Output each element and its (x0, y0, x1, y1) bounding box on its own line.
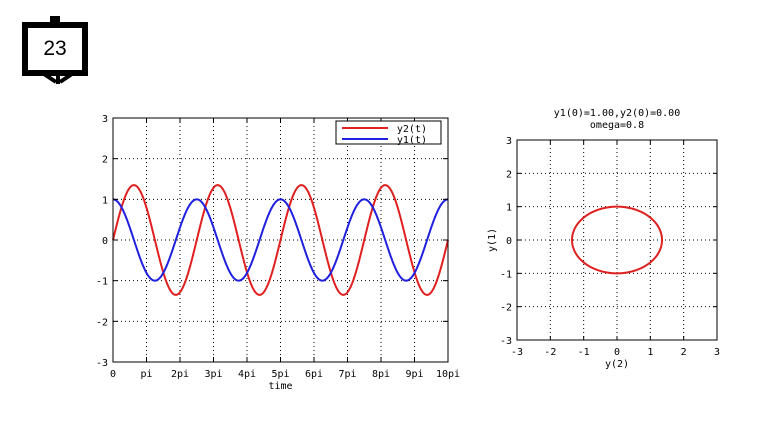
chart-subtitle: omega=0.8 (590, 120, 644, 131)
grid-lines (113, 118, 448, 362)
series-line-0 (112, 184, 449, 296)
x-tick-label: pi (140, 369, 152, 380)
x-tick-labels: -3 -2 -1 0 1 2 3 (511, 347, 720, 358)
x-tick-label: 0 (614, 347, 620, 358)
x-tick-label: 4pi (238, 369, 256, 380)
x-tick-label: -1 (578, 347, 590, 358)
chart-title: y1(0)=1.00,y2(0)=0.00 (554, 108, 680, 119)
y-tick-label: 2 (102, 155, 108, 166)
y-tick-label: 0 (102, 236, 108, 247)
y-tick-label: -1 (500, 269, 512, 280)
tick-marks (516, 139, 718, 341)
x-tick-label: 1 (647, 347, 653, 358)
x-tick-label: 2pi (171, 369, 189, 380)
x-tick-label: 2 (681, 347, 687, 358)
x-tick-label: 9pi (405, 369, 423, 380)
series-lines (112, 184, 449, 296)
y-tick-label: -2 (96, 317, 108, 328)
slide-number-badge: 23 (22, 16, 94, 88)
y-tick-label: 3 (506, 136, 512, 147)
x-tick-labels: 0 pi 2pi 3pi 4pi 5pi 6pi 7pi 8pi 9pi 10pi (110, 369, 460, 380)
x-tick-label: 0 (110, 369, 116, 380)
y-tick-label: 0 (506, 236, 512, 247)
y-tick-label: 1 (506, 203, 512, 214)
x-axis-label: time (268, 381, 292, 392)
x-tick-label: 6pi (305, 369, 323, 380)
y-tick-labels: 3 2 1 0 -1 -2 -3 (96, 114, 108, 369)
legend: y2(t) y1(t) (335, 120, 442, 146)
y-tick-labels: 3 2 1 0 -1 -2 -3 (500, 136, 512, 347)
x-tick-label: -2 (544, 347, 556, 358)
easel-top (50, 16, 60, 22)
legend-label-y2: y2(t) (397, 124, 427, 135)
legend-label-y1: y1(t) (397, 135, 427, 146)
grid-lines (517, 140, 717, 340)
series-lines (570, 205, 664, 275)
x-tick-label: 8pi (372, 369, 390, 380)
x-axis-label: y(2) (605, 359, 629, 370)
y-tick-label: -2 (500, 303, 512, 314)
y-tick-label: 1 (102, 195, 108, 206)
slide-number: 23 (43, 37, 67, 60)
x-tick-label: 10pi (436, 369, 460, 380)
x-tick-label: 7pi (338, 369, 356, 380)
y-tick-label: -3 (96, 358, 108, 369)
y-tick-label: -3 (500, 336, 512, 347)
y-tick-label: -1 (96, 277, 108, 288)
easel-board (22, 22, 88, 76)
y-tick-label: 3 (102, 114, 108, 125)
easel-legs-icon (42, 72, 74, 84)
x-tick-label: 5pi (271, 369, 289, 380)
series-line-1 (112, 198, 449, 282)
x-tick-label: -3 (511, 347, 523, 358)
x-tick-label: 3pi (204, 369, 222, 380)
tick-marks (112, 117, 449, 363)
x-tick-label: 3 (714, 347, 720, 358)
y-axis-label: y(1) (487, 228, 498, 252)
y-tick-label: 2 (506, 169, 512, 180)
phase-curve-0 (570, 205, 664, 275)
